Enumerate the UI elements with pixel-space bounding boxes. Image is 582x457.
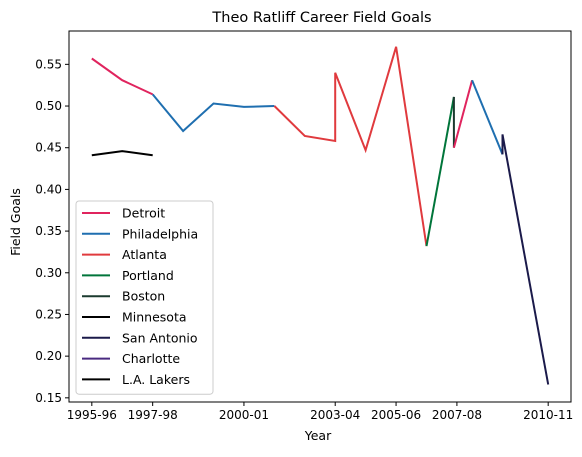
legend-label: Minnesota <box>122 310 187 325</box>
y-axis-label: Field Goals <box>8 188 23 256</box>
y-tick-label: 0.35 <box>35 224 62 238</box>
y-tick-label: 0.15 <box>35 391 62 405</box>
legend-label: Portland <box>122 268 174 283</box>
legend-label: San Antonio <box>122 330 198 345</box>
y-tick-label: 0.45 <box>35 141 62 155</box>
legend-label: Charlotte <box>122 351 180 366</box>
x-tick-label: 2000-01 <box>219 408 269 422</box>
x-tick-label: 2003-04 <box>310 408 360 422</box>
series-line-philadelphia <box>151 93 275 133</box>
legend-label: L.A. Lakers <box>122 372 190 387</box>
y-tick-label: 0.55 <box>35 57 62 71</box>
series-line-portland <box>425 96 455 247</box>
x-tick-label: 2010-11 <box>523 408 573 422</box>
y-tick-label: 0.20 <box>35 349 62 363</box>
x-tick-label: 2005-06 <box>371 408 421 422</box>
legend-label: Boston <box>122 289 165 304</box>
y-tick-label: 0.40 <box>35 182 62 196</box>
series-line-san-antonio <box>501 134 550 385</box>
series-line-philadelphia <box>471 79 504 155</box>
legend-label: Atlanta <box>122 247 167 262</box>
y-tick-label: 0.25 <box>35 307 62 321</box>
plot-area: 1995-96 1997-98 2000-01 2003-04 2005-06 2007-… <box>35 30 573 422</box>
chart-title: Theo Ratliff Career Field Goals <box>211 10 431 26</box>
y-tick-label: 0.50 <box>35 99 62 113</box>
plot-frame <box>68 30 572 403</box>
x-tick-label: 1997-98 <box>128 408 178 422</box>
series-line-detroit <box>452 79 474 148</box>
legend-label: Detroit <box>122 206 165 221</box>
x-axis-label: Year <box>304 428 332 443</box>
legend-box <box>75 200 214 395</box>
series-line-atlanta <box>273 46 428 247</box>
series-line-detroit <box>91 57 154 96</box>
series-line-minnesota <box>91 150 153 157</box>
x-tick-label: 2007-08 <box>432 408 482 422</box>
legend-label: Philadelphia <box>122 226 198 241</box>
x-tick-label: 1995-96 <box>67 408 117 422</box>
legend: Detroit Philadelphia Atlanta Portland Boston… <box>75 200 214 395</box>
y-tick-label: 0.30 <box>35 266 62 280</box>
